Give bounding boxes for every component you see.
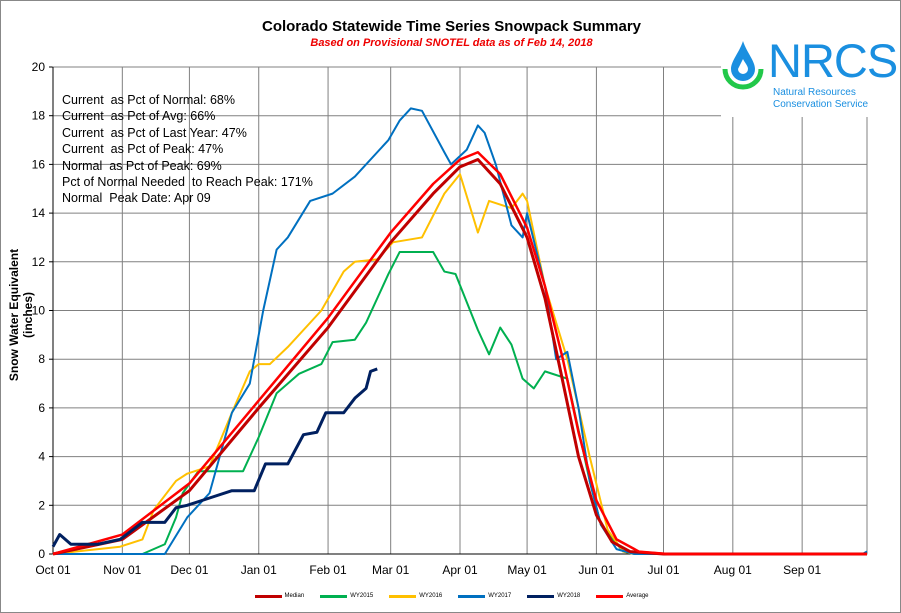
- series-line-wy2018: [51, 367, 378, 548]
- y-tick-label: 18: [32, 109, 46, 123]
- legend-item: WY2015: [320, 593, 373, 599]
- chart-subtitle: Based on Provisional SNOTEL data as of F…: [310, 37, 593, 49]
- logo-text: NRCS: [768, 34, 898, 87]
- chart-title: Colorado Statewide Time Series Snowpack …: [261, 18, 641, 35]
- legend-label: WY2018: [557, 593, 581, 599]
- legend-label: WY2015: [350, 593, 374, 599]
- stat-line: Current as Pct of Peak: 47%: [62, 142, 224, 157]
- legend-label: WY2017: [488, 593, 512, 599]
- legend-label: Median: [284, 593, 305, 599]
- legend-swatch: [596, 594, 624, 598]
- legend-swatch: [320, 594, 348, 598]
- x-tick-label: Aug 01: [714, 563, 752, 577]
- water-drop-icon: [722, 41, 764, 90]
- series-line-median: [52, 158, 867, 556]
- stat-line: Normal Peak Date: Apr 09: [62, 191, 211, 206]
- x-tick-label: Apr 01: [442, 563, 478, 577]
- x-tick-label: Nov 01: [103, 563, 141, 577]
- legend-item: WY2016: [389, 593, 442, 599]
- x-tick-label: Dec 01: [170, 563, 208, 577]
- y-tick-label: 2: [38, 498, 45, 512]
- y-tick-label: 8: [38, 352, 45, 366]
- x-tick-label: Jul 01: [647, 563, 679, 577]
- stat-line: Current as Pct of Avg: 66%: [62, 109, 216, 124]
- stat-line: Current as Pct of Last Year: 47%: [62, 125, 247, 140]
- legend-label: WY2016: [419, 593, 443, 599]
- legend-label: Average: [626, 593, 649, 599]
- legend-swatch: [527, 594, 555, 598]
- y-tick-label: 16: [32, 157, 46, 171]
- stat-line: Normal as Pct of Peak: 69%: [62, 158, 222, 173]
- series-line-average: [52, 150, 867, 556]
- logo-line2: Conservation Service: [773, 99, 869, 110]
- stat-line: Pct of Normal Needed to Reach Peak: 171%: [62, 175, 313, 190]
- x-tick-label: Jan 01: [241, 563, 277, 577]
- series-line-wy2017: [53, 107, 868, 555]
- legend-swatch: [458, 594, 486, 598]
- legend-item: WY2018: [527, 593, 580, 599]
- x-tick-label: Feb 01: [309, 563, 347, 577]
- stat-line: Current as Pct of Normal: 68%: [62, 93, 235, 107]
- x-tick-label: Sep 01: [783, 563, 821, 577]
- legend-item: WY2017: [458, 593, 511, 599]
- y-tick-label: 4: [38, 450, 45, 464]
- legend-item: Median: [254, 593, 305, 599]
- y-tick-label: 14: [32, 206, 46, 220]
- y-tick-label: 10: [32, 304, 46, 318]
- y-tick-label: 6: [38, 401, 45, 415]
- legend-swatch: [254, 594, 282, 598]
- x-tick-label: May 01: [507, 563, 547, 577]
- y-tick-label: 12: [32, 255, 46, 269]
- legend-item: Average: [596, 593, 649, 599]
- y-tick-label: 20: [32, 60, 46, 74]
- logo-subtitle: Natural Resources Conservation Service: [773, 87, 868, 111]
- legend-swatch: [389, 594, 417, 598]
- y-tick-label: 0: [38, 547, 45, 561]
- x-tick-label: Oct 01: [35, 563, 71, 577]
- x-tick-label: Jun 01: [578, 563, 614, 577]
- legend: Median WY2015 WY2016 WY2017 WY2018 Average: [1, 593, 900, 599]
- logo-line1: Natural Resources: [773, 87, 856, 98]
- nrcs-logo: NRCS Natural Resources Conservation Servi…: [721, 34, 898, 117]
- x-tick-label: Mar 01: [372, 563, 410, 577]
- stats-box: Current as Pct of Normal: 68% Current as …: [62, 92, 313, 207]
